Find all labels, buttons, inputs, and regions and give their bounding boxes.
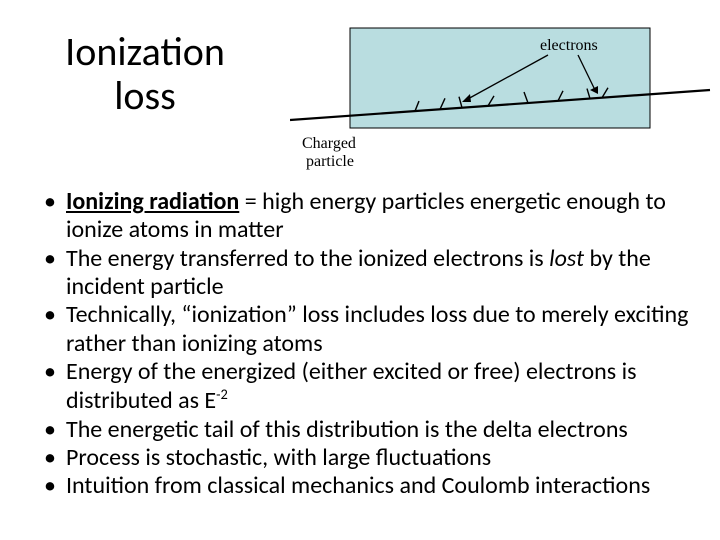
ionization-diagram: electrons Charged particle bbox=[290, 20, 720, 170]
bullet-item: Energy of the energized (either excited … bbox=[48, 358, 690, 416]
diagram-container: electrons Charged particle bbox=[260, 20, 690, 170]
bullet-item: The energetic tail of this distribution … bbox=[48, 416, 690, 444]
particle-label: particle bbox=[306, 153, 354, 170]
bullet-item: Process is stochastic, with large fluctu… bbox=[48, 444, 690, 472]
electrons-label: electrons bbox=[540, 37, 598, 54]
title-line-2: loss bbox=[114, 71, 176, 120]
header-row: Ionization loss electrons Charged partic… bbox=[30, 20, 690, 170]
bullet-item: The energy transferred to the ionized el… bbox=[48, 245, 690, 302]
bullet-item: Intuition from classical mechanics and C… bbox=[48, 472, 690, 500]
charged-label: Charged bbox=[302, 135, 356, 152]
title-line-1: Ionization bbox=[65, 27, 225, 76]
bullet-item: Technically, “ionization” loss includes … bbox=[48, 301, 690, 358]
slide-title: Ionization loss bbox=[30, 20, 260, 118]
slide: Ionization loss electrons Charged partic… bbox=[0, 0, 720, 540]
bullet-list: Ionizing radiation = high energy particl… bbox=[30, 188, 690, 500]
bullet-item: Ionizing radiation = high energy particl… bbox=[48, 188, 690, 245]
